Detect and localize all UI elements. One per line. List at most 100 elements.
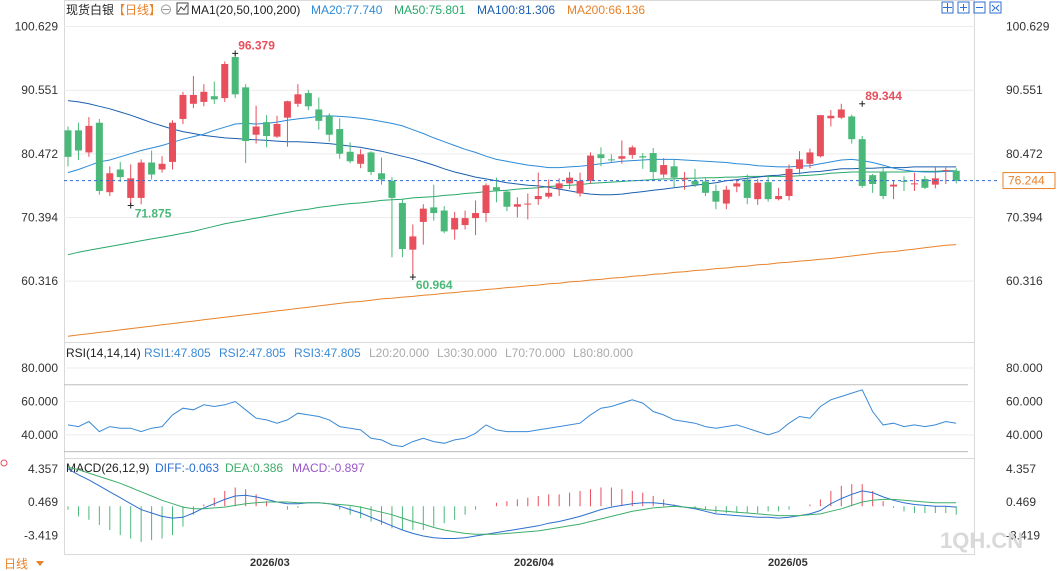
candle[interactable]	[942, 167, 950, 184]
date-label-apr: 2026/04	[514, 557, 555, 569]
candle[interactable]	[472, 200, 480, 236]
zoom-out-icon[interactable]	[973, 1, 986, 14]
candle[interactable]	[200, 84, 208, 107]
candle[interactable]	[116, 161, 124, 183]
candle[interactable]	[733, 179, 741, 193]
candle[interactable]	[827, 110, 835, 127]
candle[interactable]	[722, 185, 730, 210]
candle[interactable]	[430, 184, 438, 221]
candle[interactable]	[336, 118, 344, 159]
candle[interactable]	[346, 142, 354, 164]
indicator-toggle-icon[interactable]	[161, 4, 171, 15]
candle[interactable]	[910, 172, 918, 191]
candle[interactable]	[785, 164, 793, 201]
collapse-icon[interactable]	[0, 459, 8, 467]
candle[interactable]	[503, 189, 511, 212]
candle[interactable]	[545, 179, 553, 199]
candle[interactable]	[388, 177, 396, 258]
candle[interactable]	[775, 187, 783, 201]
candle[interactable]	[764, 175, 772, 202]
candle[interactable]	[534, 172, 542, 205]
candle[interactable]	[221, 61, 229, 102]
candle[interactable]	[106, 166, 114, 196]
candle[interactable]	[158, 156, 166, 173]
candle[interactable]	[283, 100, 291, 147]
candle[interactable]	[754, 178, 762, 205]
candle[interactable]	[660, 158, 668, 178]
annotation-low: 60.964	[416, 278, 453, 292]
candle[interactable]	[670, 160, 678, 188]
candle[interactable]	[440, 206, 448, 234]
candle[interactable]	[74, 122, 82, 160]
candle[interactable]	[367, 151, 375, 176]
candle[interactable]	[837, 103, 845, 119]
candle[interactable]	[597, 147, 605, 167]
candle[interactable]	[179, 91, 187, 124]
candle[interactable]	[649, 148, 657, 181]
candle[interactable]	[555, 178, 563, 196]
candle[interactable]	[639, 153, 647, 169]
candle[interactable]	[628, 145, 636, 159]
candle[interactable]	[524, 193, 532, 220]
restore-icon[interactable]	[989, 1, 1002, 14]
candle[interactable]	[701, 178, 709, 196]
candle[interactable]	[95, 118, 103, 195]
candle[interactable]	[691, 168, 699, 188]
candle[interactable]	[127, 164, 135, 206]
chevron-down-icon[interactable]	[36, 561, 44, 566]
candle[interactable]	[743, 174, 751, 205]
candle[interactable]	[169, 120, 176, 170]
candle[interactable]	[64, 126, 72, 167]
macd-tick-right: 4.357	[1006, 462, 1036, 476]
candle[interactable]	[252, 105, 260, 144]
candle[interactable]	[357, 149, 365, 169]
footer-period[interactable]: 日线	[4, 557, 28, 571]
macd-dea-value: DEA:0.386	[225, 461, 283, 475]
candle[interactable]	[263, 115, 271, 148]
candle[interactable]	[242, 84, 250, 164]
candle[interactable]	[576, 172, 584, 197]
candle[interactable]	[137, 159, 145, 205]
candle[interactable]	[315, 97, 323, 130]
candle[interactable]	[513, 197, 521, 218]
candle[interactable]	[869, 173, 877, 193]
candle[interactable]	[848, 114, 856, 144]
candle[interactable]	[816, 115, 824, 158]
candle[interactable]	[931, 166, 939, 189]
candle[interactable]	[461, 210, 469, 230]
candle[interactable]	[148, 150, 156, 180]
candle[interactable]	[796, 151, 803, 175]
candle[interactable]	[409, 224, 417, 277]
candle[interactable]	[607, 154, 615, 162]
candle[interactable]	[294, 84, 302, 107]
candle[interactable]	[210, 81, 218, 104]
candle[interactable]	[618, 140, 626, 164]
candle[interactable]	[952, 168, 960, 184]
candle[interactable]	[85, 117, 93, 157]
candle[interactable]	[419, 204, 427, 245]
candle[interactable]	[304, 89, 312, 111]
candle[interactable]	[451, 211, 459, 240]
candle[interactable]	[858, 136, 866, 188]
crosshair-icon[interactable]	[941, 1, 954, 14]
candle[interactable]	[482, 183, 490, 222]
candle[interactable]	[273, 115, 281, 138]
candle[interactable]	[921, 175, 929, 190]
candle[interactable]	[712, 184, 720, 210]
candle[interactable]	[879, 166, 887, 200]
candle[interactable]	[189, 76, 197, 109]
candle[interactable]	[900, 176, 908, 191]
candle[interactable]	[398, 198, 406, 258]
zoom-in-icon[interactable]	[957, 1, 970, 14]
period-label[interactable]: 【日线】	[113, 3, 161, 17]
candle[interactable]	[587, 152, 594, 184]
candle[interactable]	[378, 157, 385, 185]
price-tick-left: 100.629	[15, 20, 59, 34]
candle[interactable]	[325, 113, 333, 142]
candle[interactable]	[806, 148, 814, 169]
candle[interactable]	[890, 180, 898, 200]
candles[interactable]	[64, 53, 960, 277]
candle[interactable]	[492, 177, 500, 203]
candle[interactable]	[231, 53, 239, 99]
